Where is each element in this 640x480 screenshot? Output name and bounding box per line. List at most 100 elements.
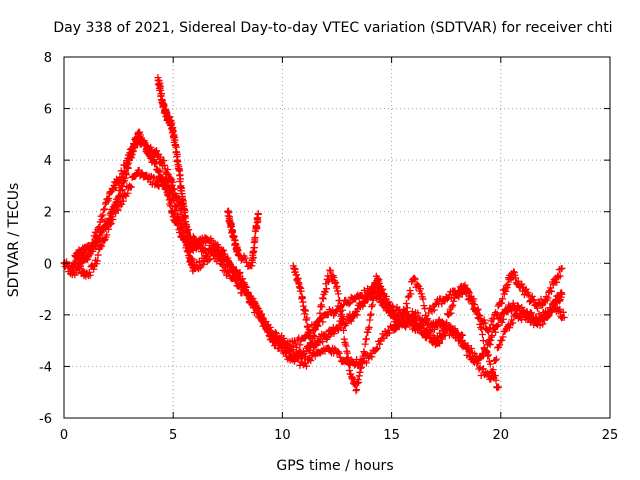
data-point [379, 285, 387, 293]
data-point [498, 336, 506, 344]
data-point [266, 327, 274, 335]
data-point [473, 310, 481, 318]
data-point [459, 331, 467, 339]
data-point [383, 303, 391, 311]
data-point [510, 268, 518, 276]
data-point [122, 161, 130, 169]
data-point [535, 310, 543, 318]
data-point [430, 306, 438, 314]
data-point [169, 178, 177, 186]
data-point [173, 203, 181, 211]
data-point [249, 254, 257, 262]
data-point [86, 271, 94, 279]
data-point [504, 281, 512, 289]
data-point [475, 315, 483, 323]
data-point [164, 177, 172, 185]
data-point [368, 353, 376, 361]
data-point [251, 233, 259, 241]
y-tick-label: 6 [44, 103, 52, 118]
data-point [442, 322, 450, 330]
data-point [345, 367, 353, 375]
data-point [487, 333, 495, 341]
data-point [498, 318, 506, 326]
data-point [250, 243, 258, 251]
data-point [130, 147, 138, 155]
data-point [367, 310, 375, 318]
data-point [209, 242, 217, 250]
data-point [119, 197, 127, 205]
data-point [368, 301, 376, 309]
data-point [276, 340, 284, 348]
data-point [158, 90, 166, 98]
data-point [352, 387, 360, 395]
data-point [336, 296, 344, 304]
data-point [168, 119, 176, 127]
data-point [98, 242, 106, 250]
data-point [353, 379, 361, 387]
data-point [309, 331, 317, 339]
data-point [216, 254, 224, 262]
data-point [163, 169, 171, 177]
data-point [269, 337, 277, 345]
data-point [342, 342, 350, 350]
data-point [273, 336, 281, 344]
data-point [241, 254, 249, 262]
data-point [384, 304, 392, 312]
data-point [395, 322, 403, 330]
axis-ticks: 0 5 10 15 20 25 -6 -4 -2 0 2 4 6 8 [39, 51, 618, 443]
data-point [311, 333, 319, 341]
data-point [154, 182, 162, 190]
data-point [373, 344, 381, 352]
data-point [364, 328, 372, 336]
data-point [236, 282, 244, 290]
data-point [353, 386, 361, 394]
x-tick-label: 20 [493, 428, 510, 443]
data-point [490, 315, 498, 323]
data-point [313, 321, 321, 329]
data-point [359, 359, 367, 367]
data-point [155, 182, 163, 190]
data-point [547, 287, 555, 295]
data-point [174, 210, 182, 218]
data-point [189, 267, 197, 275]
data-point [496, 341, 504, 349]
data-point [77, 262, 85, 270]
data-point [101, 205, 109, 213]
data-point [478, 325, 486, 333]
data-point [167, 186, 175, 194]
data-point [340, 326, 348, 334]
data-point [90, 265, 98, 273]
data-point [370, 293, 378, 301]
data-point [297, 287, 305, 295]
data-point [486, 360, 494, 368]
data-point [272, 329, 280, 337]
data-point [410, 274, 418, 282]
data-point [353, 311, 361, 319]
data-point [524, 315, 532, 323]
data-point [436, 339, 444, 347]
data-point [355, 372, 363, 380]
data-point [553, 278, 561, 286]
data-point [507, 307, 515, 315]
data-point [474, 359, 482, 367]
data-point [481, 319, 489, 327]
data-point [403, 304, 411, 312]
data-point [525, 291, 533, 299]
data-point [114, 206, 122, 214]
data-point [394, 323, 402, 331]
data-point [166, 195, 174, 203]
data-point [424, 320, 432, 328]
data-point [480, 316, 488, 324]
data-point [556, 272, 564, 280]
data-point [414, 309, 422, 317]
data-point [111, 184, 119, 192]
data-point [296, 341, 304, 349]
data-point [376, 340, 384, 348]
data-point [319, 295, 327, 303]
data-point [338, 311, 346, 319]
data-point [360, 348, 368, 356]
data-point [160, 157, 168, 165]
data-point [347, 316, 355, 324]
data-point [314, 322, 322, 330]
y-axis-label: SDTVAR / TECUs [6, 183, 22, 298]
